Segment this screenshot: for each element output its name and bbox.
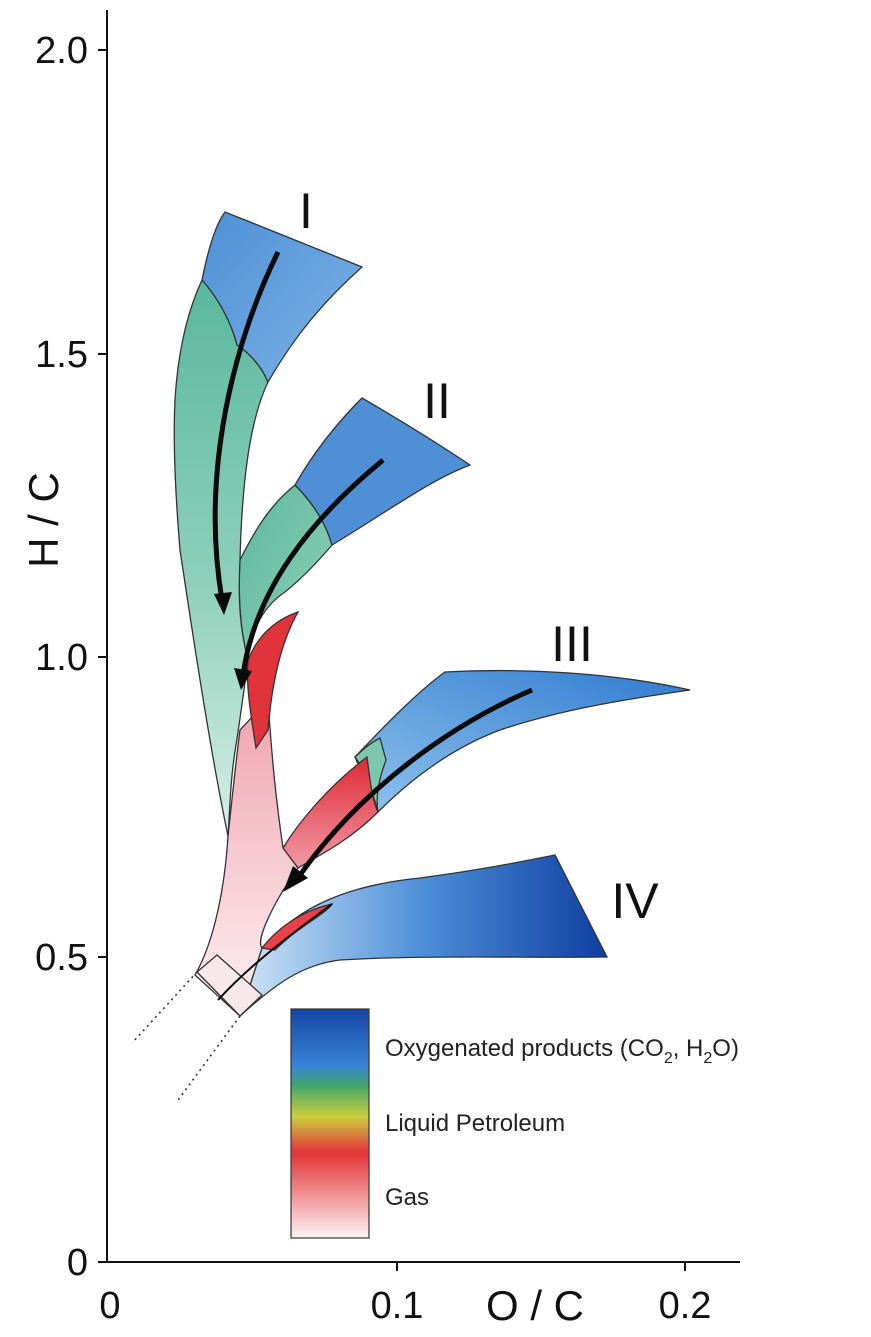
- pathway-arrows: [212, 250, 533, 1001]
- y-tick-label-0: 0: [67, 1242, 88, 1284]
- y-tick-label-10: 1.0: [35, 637, 88, 679]
- pathway-labels: I II III IV: [299, 183, 659, 929]
- extension-lines: [131, 971, 241, 1101]
- legend-oxygenated-label: Oxygenated products (CO2, H2O): [385, 1035, 739, 1067]
- root-stem-gas-strip: [246, 610, 300, 750]
- label-pathway-i: I: [299, 183, 313, 239]
- x-tick-label-01: 0.1: [371, 1285, 424, 1327]
- dotted-line-upper: [131, 971, 198, 1044]
- arrow-head-pathway-ii: [234, 668, 252, 690]
- x-tick-label-0: 0: [99, 1285, 120, 1327]
- trend-line-pathway-iv: [217, 903, 333, 1001]
- x-axis-title: O / C: [486, 1282, 584, 1329]
- label-pathway-ii: II: [423, 373, 451, 429]
- y-tick-label-05: 0.5: [35, 937, 88, 979]
- pathway-iii-gas-region: [282, 755, 379, 869]
- root-tip-box: [196, 954, 263, 1017]
- pathway-iii-band: [282, 669, 691, 869]
- pathway-iii-oxygenated-region: [354, 669, 691, 814]
- dotted-line-lower: [177, 1015, 241, 1101]
- arrow-head-pathway-i: [214, 592, 232, 615]
- pathway-ii-oxygenated-region: [294, 397, 472, 546]
- root-region: [194, 610, 300, 1018]
- legend-liquid-label: Liquid Petroleum: [385, 1110, 565, 1137]
- y-tick-label-15: 1.5: [35, 334, 88, 376]
- pathway-ii-band: [238, 397, 472, 661]
- label-pathway-iv: IV: [611, 873, 659, 929]
- arrow-pathway-iii: [297, 687, 533, 877]
- root-gas-region: [194, 698, 299, 1018]
- label-pathway-iii: III: [551, 616, 593, 672]
- y-tick-label-20: 2.0: [35, 30, 88, 72]
- legend-gas-label: Gas: [385, 1184, 429, 1211]
- legend: Oxygenated products (CO2, H2O) Liquid Pe…: [290, 1008, 739, 1239]
- axes: 0 0.5 1.0 1.5 2.0 0 0.1 0.2 O / C H / C: [20, 10, 740, 1329]
- y-axis-title: H / C: [20, 472, 67, 568]
- arrow-pathway-ii: [240, 458, 385, 676]
- x-tick-label-02: 0.2: [659, 1285, 712, 1327]
- arrow-head-pathway-iii: [283, 866, 308, 892]
- pathway-iv-oxygenated-region: [238, 854, 609, 1019]
- arrow-pathway-i: [212, 250, 281, 601]
- legend-color-bar: [290, 1008, 370, 1239]
